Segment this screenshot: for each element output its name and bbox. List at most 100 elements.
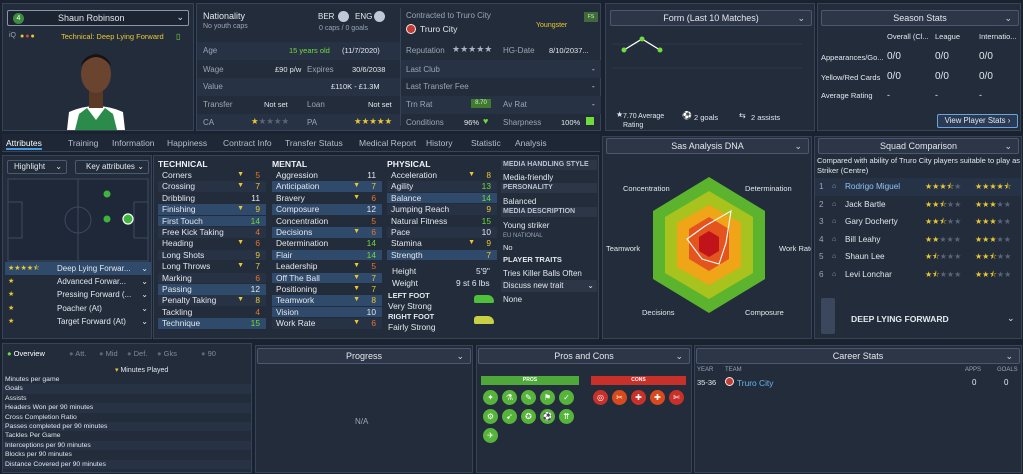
view-player-stats-button[interactable]: View Player Stats ›	[937, 114, 1018, 128]
attribute-row[interactable]: Passing 12	[158, 284, 266, 295]
squad-comparison-header[interactable]: Squad Comparison ⌄	[818, 138, 1019, 154]
attribute-row[interactable]: Positioning ▼ 7	[272, 284, 382, 295]
attribute-row[interactable]: Penalty Taking ▼ 8	[158, 295, 266, 306]
attribute-row[interactable]: Marking 6	[158, 272, 266, 284]
attribute-row[interactable]: Stamina ▼ 9	[387, 238, 497, 249]
squad-row[interactable]: 4 ⌂ Bill Leahy ★★★★★ ★★★★★	[815, 231, 1021, 249]
overview-tab[interactable]: ● Gks	[157, 349, 177, 358]
chevron-down-icon[interactable]: ⌄	[1007, 313, 1015, 323]
dna-header[interactable]: Sas Analysis DNA ⌄	[606, 138, 809, 154]
attribute-row[interactable]: Heading ▼ 6	[158, 238, 266, 249]
attribute-row[interactable]: Off The Ball ▼ 7	[272, 272, 382, 284]
attribute-row[interactable]: Teamwork ▼ 8	[272, 295, 382, 306]
attribute-row[interactable]: Strength 7	[387, 249, 497, 261]
tab-statistic[interactable]: Statistic	[471, 138, 501, 148]
con-icon[interactable]: ✚	[650, 390, 665, 405]
squad-player-name[interactable]: Jack Bartle	[845, 199, 886, 209]
squad-row[interactable]: 3 ⌂ Gary Docherty ★★⯪★★ ★★★★★	[815, 213, 1021, 231]
tab-attributes[interactable]: Attributes	[6, 138, 42, 150]
squad-row[interactable]: 6 ⌂ Levi Lonchar ★⯪★★★ ★★⯪★★	[815, 266, 1021, 284]
pro-icon[interactable]: ✈	[483, 428, 498, 443]
tab-history[interactable]: History	[426, 138, 453, 148]
role-item[interactable]: ★ Pressing Forward (... ⌄	[5, 288, 151, 301]
overview-tab[interactable]: ● Def.	[127, 349, 147, 358]
career-row-team[interactable]: Truro City	[737, 378, 774, 388]
squad-row[interactable]: 1 ⌂ Rodrigo Miguel ★★★⯪★ ★★★★⯪	[815, 178, 1021, 196]
attribute-row[interactable]: Jumping Reach 9	[387, 204, 497, 215]
pro-icon[interactable]: ✪	[521, 409, 536, 424]
role-item[interactable]: ★★★★⯪ Deep Lying Forwar... ⌄	[5, 262, 151, 276]
pro-icon[interactable]: ✎	[521, 390, 536, 405]
role-item[interactable]: ★ Target Forward (At) ⌄	[5, 315, 151, 328]
form-header[interactable]: Form (Last 10 Matches) ⌄	[610, 10, 812, 26]
squad-player-name[interactable]: Bill Leahy	[845, 234, 881, 244]
overview-tab[interactable]: ● Mid	[99, 349, 118, 358]
tab-training[interactable]: Training	[68, 138, 99, 148]
club-name[interactable]: Truro City	[420, 24, 458, 34]
attribute-row[interactable]: Finishing ▼ 9	[158, 204, 266, 215]
key-attributes-dropdown[interactable]: Key attributes ⌄	[75, 160, 149, 174]
con-icon[interactable]: ✂	[612, 390, 627, 405]
role-item[interactable]: ★ Poacher (At) ⌄	[5, 302, 151, 315]
tab-happiness[interactable]: Happiness	[167, 138, 208, 148]
squad-row[interactable]: 2 ⌂ Jack Bartle ★★⯪★★ ★★★★★	[815, 196, 1021, 214]
pro-icon[interactable]: ⚙	[483, 409, 498, 424]
attribute-row[interactable]: Pace 10	[387, 227, 497, 238]
discuss-trait-dropdown[interactable]: Discuss new trait ⌄	[501, 280, 597, 292]
overview-tab[interactable]: ● Att.	[69, 349, 86, 358]
squad-player-name[interactable]: Gary Docherty	[845, 217, 898, 227]
role-item[interactable]: ★ Advanced Forwar... ⌄	[5, 275, 151, 288]
attribute-row[interactable]: Determination 14	[272, 238, 382, 249]
attribute-row[interactable]: Work Rate ▼ 6	[272, 318, 382, 329]
attribute-row[interactable]: Concentration 5	[272, 216, 382, 227]
tab-transfer-status[interactable]: Transfer Status	[285, 138, 343, 148]
overview-tab[interactable]: ● 90	[201, 349, 216, 358]
attribute-row[interactable]: Flair 14	[272, 249, 382, 261]
attribute-row[interactable]: Agility 13	[387, 181, 497, 192]
pro-icon[interactable]: ➹	[502, 409, 517, 424]
con-icon[interactable]: ◎	[593, 390, 608, 405]
attribute-row[interactable]: Crossing ▼ 7	[158, 181, 266, 192]
pro-icon[interactable]: ⚑	[540, 390, 555, 405]
progress-header[interactable]: Progress ⌄	[257, 348, 471, 364]
attribute-row[interactable]: Tackling 4	[158, 307, 266, 318]
tab-information[interactable]: Information	[112, 138, 155, 148]
squad-player-name[interactable]: Shaun Lee	[845, 252, 885, 262]
tab-medical-report[interactable]: Medical Report	[359, 138, 417, 148]
highlight-dropdown[interactable]: Highlight ⌄	[7, 160, 67, 174]
con-icon[interactable]: ✚	[631, 390, 646, 405]
tab-analysis[interactable]: Analysis	[515, 138, 547, 148]
career-header[interactable]: Career Stats ⌄	[696, 348, 1020, 364]
attribute-row[interactable]: Corners ▼ 5	[158, 170, 266, 181]
overview-tab[interactable]: ● Overview	[7, 349, 45, 358]
attribute-row[interactable]: Anticipation ▼ 7	[272, 181, 382, 192]
pro-icon[interactable]: ⚽	[540, 409, 555, 424]
player-name-dropdown[interactable]: 4 Shaun Robinson ⌄	[7, 10, 189, 26]
con-icon[interactable]: ✄	[669, 390, 684, 405]
attribute-row[interactable]: Balance 14	[387, 192, 497, 204]
squad-row[interactable]: 5 ⌂ Shaun Lee ★⯪★★★ ★★⯪★★	[815, 248, 1021, 266]
attribute-row[interactable]: Long Shots 9	[158, 249, 266, 261]
attribute-row[interactable]: Free Kick Taking 4	[158, 227, 266, 238]
pro-icon[interactable]: ✦	[483, 390, 498, 405]
attribute-row[interactable]: Vision 10	[272, 306, 382, 318]
pro-icon[interactable]: ⇈	[559, 409, 574, 424]
notes-icon[interactable]: ▯	[176, 32, 181, 41]
squad-player-name[interactable]: Rodrigo Miguel	[845, 182, 901, 191]
attribute-row[interactable]: Decisions ▼ 6	[272, 227, 382, 238]
pro-icon[interactable]: ✓	[559, 390, 574, 405]
attribute-row[interactable]: Acceleration ▼ 8	[387, 170, 497, 181]
attribute-row[interactable]: Composure 12	[272, 204, 382, 215]
pros-cons-header[interactable]: Pros and Cons ⌄	[478, 348, 690, 364]
attribute-row[interactable]: Aggression 11	[272, 170, 382, 181]
attribute-row[interactable]: Dribbling 11	[158, 193, 266, 204]
attribute-row[interactable]: Technique 15	[158, 318, 266, 329]
season-stats-header[interactable]: Season Stats ⌄	[821, 10, 1019, 26]
attribute-row[interactable]: Natural Fitness 15	[387, 216, 497, 227]
attribute-row[interactable]: Bravery ▼ 6	[272, 193, 382, 204]
attribute-row[interactable]: Long Throws ▼ 7	[158, 261, 266, 272]
attribute-row[interactable]: First Touch 14	[158, 215, 266, 227]
pro-icon[interactable]: ⚗	[502, 390, 517, 405]
attribute-row[interactable]: Leadership ▼ 5	[272, 261, 382, 272]
tab-contract-info[interactable]: Contract Info	[223, 138, 272, 148]
